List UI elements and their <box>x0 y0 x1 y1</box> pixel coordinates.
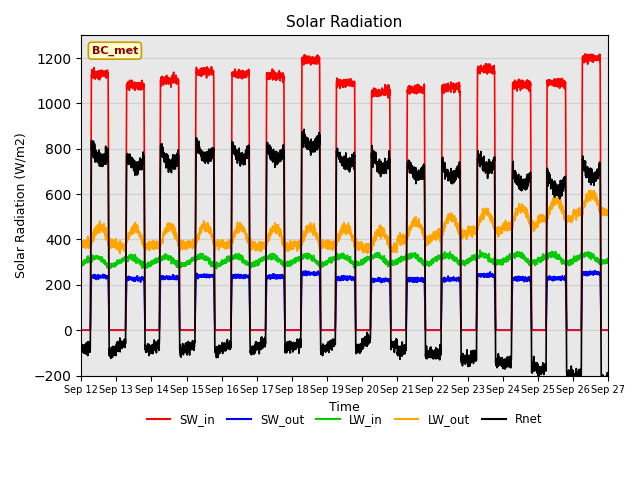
SW_in <box>433 327 441 333</box>
Y-axis label: Solar Radiation (W/m2): Solar Radiation (W/m2) <box>15 132 28 278</box>
Rnet <box>463 353 470 359</box>
LW_out <box>116 251 124 256</box>
LW_out <box>604 207 612 213</box>
LW_in <box>172 259 180 264</box>
LW_out <box>77 242 85 248</box>
LW_in <box>604 259 611 264</box>
SW_out <box>604 327 612 333</box>
LW_in <box>476 247 484 253</box>
LW_out <box>463 236 470 242</box>
LW_out <box>433 236 441 241</box>
SW_in <box>604 327 611 333</box>
Rnet <box>598 382 606 388</box>
Legend: SW_in, SW_out, LW_in, LW_out, Rnet: SW_in, SW_out, LW_in, LW_out, Rnet <box>142 408 547 431</box>
LW_out <box>172 236 180 241</box>
SW_out <box>463 327 470 333</box>
Rnet <box>77 342 85 348</box>
LW_out <box>325 246 333 252</box>
Rnet <box>604 376 612 382</box>
Rnet <box>493 363 500 369</box>
LW_in <box>463 259 470 265</box>
Line: SW_in: SW_in <box>81 54 608 330</box>
LW_in <box>325 258 333 264</box>
Rnet <box>433 347 441 352</box>
LW_in <box>604 257 612 263</box>
LW_in <box>433 254 441 260</box>
SW_in <box>581 51 589 57</box>
Title: Solar Radiation: Solar Radiation <box>287 15 403 30</box>
LW_in <box>77 259 85 264</box>
SW_in <box>77 327 85 333</box>
SW_in <box>463 327 470 333</box>
Line: LW_out: LW_out <box>81 191 608 253</box>
SW_in <box>604 327 612 333</box>
SW_out <box>172 276 180 282</box>
Rnet <box>604 377 611 383</box>
SW_in <box>492 327 500 333</box>
Rnet <box>172 153 180 158</box>
Text: BC_met: BC_met <box>92 46 138 56</box>
SW_out <box>492 327 500 333</box>
SW_out <box>604 327 611 333</box>
SW_out <box>433 327 441 333</box>
LW_in <box>212 266 220 272</box>
SW_out <box>325 327 333 333</box>
Rnet <box>300 126 308 132</box>
LW_out <box>604 209 611 215</box>
X-axis label: Time: Time <box>329 401 360 414</box>
SW_out <box>591 268 599 274</box>
Rnet <box>325 339 333 345</box>
LW_out <box>590 188 598 193</box>
SW_in <box>172 80 180 86</box>
LW_in <box>493 261 500 266</box>
Line: LW_in: LW_in <box>81 250 608 269</box>
Line: SW_out: SW_out <box>81 271 608 330</box>
SW_out <box>77 327 85 333</box>
SW_in <box>325 327 333 333</box>
Line: Rnet: Rnet <box>81 129 608 385</box>
LW_out <box>493 227 500 233</box>
